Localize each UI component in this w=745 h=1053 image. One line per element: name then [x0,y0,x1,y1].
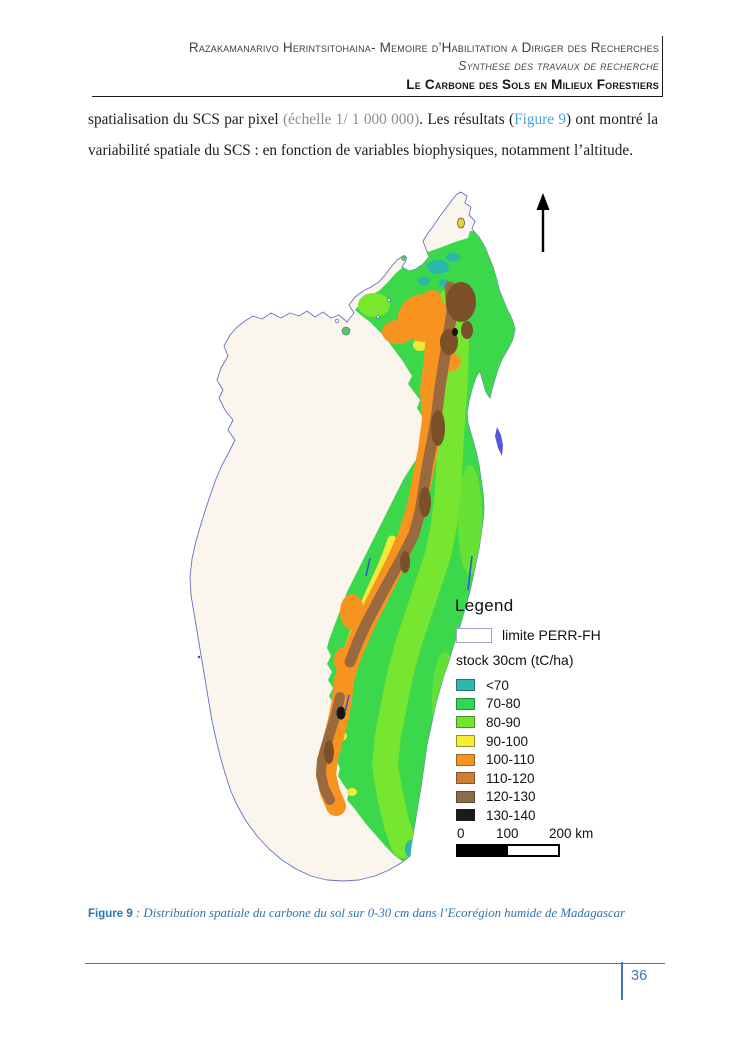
scalebar [456,844,560,857]
legend-class-row: <70 [456,676,536,695]
legend-class-label: 110-120 [486,770,535,786]
footer-rule [85,963,665,964]
body-paragraph: spatialisation du SCS par pixel (échelle… [88,111,658,160]
scalebar-tick: 0 [457,826,465,841]
legend-class-label: 120-130 [486,789,536,805]
legend-boundary-item: limite PERR-FH [456,627,601,643]
legend-class-row: 130-140 [456,806,536,825]
header-series-title: Le Carbone des Sols en Milieux Forestier… [406,77,659,92]
legend-classes: <70 70-80 80-90 90-100 100-110 110-120 120-130… [456,676,536,825]
legend-class-swatch [456,790,475,803]
boundary-label: limite PERR-FH [502,627,601,643]
header-subtitle: Synthese des travaux de recherche [458,59,659,73]
header-vertical-rule [662,36,663,97]
figure-caption-text: Distribution spatiale du carbone du sol … [143,906,626,920]
figure-caption-label: Figure 9 [88,908,133,920]
legend-subtitle: stock 30cm (tC/ha) [456,652,574,668]
legend-class-swatch [456,809,475,822]
legend-class-label: 130-140 [486,807,536,823]
legend-class-swatch [456,697,475,710]
legend-class-row: 100-110 [456,750,536,769]
page-header: Razakamanarivo Herintsitohaina- Memoire … [59,38,659,94]
scalebar-labels: 0 100 200 km [455,826,605,841]
body-text: ) ont montré la [566,111,658,128]
body-text: spatialisation du SCS par pixel [88,111,283,128]
header-author-title: Razakamanarivo Herintsitohaina- Memoire … [188,40,659,55]
footer-vertical-rule [621,962,623,1000]
legend-title: Legend [455,596,514,615]
scale-note: (échelle 1/ 1 000 000) [282,111,420,128]
madagascar-soil-carbon-map [189,191,550,882]
legend-class-swatch [456,735,475,748]
page-number: 36 [631,968,648,984]
legend-class-row: 110-120 [456,769,536,788]
legend-class-row: 90-100 [456,732,536,751]
body-line-2: variabilité spatiale du SCS : en fonctio… [88,142,634,159]
legend-class-row: 120-130 [456,788,536,807]
scalebar-tick: 200 km [549,826,594,841]
figure-caption-separator: : [132,906,144,920]
legend-class-row: 80-90 [456,713,536,732]
boundary-swatch [456,627,492,643]
legend-class-label: 70-80 [486,696,521,712]
legend-class-label: 100-110 [486,752,535,768]
legend-class-label: <70 [486,677,509,693]
north-arrow-icon [536,193,550,252]
legend-class-swatch [456,679,475,692]
scalebar-tick: 100 [496,826,519,841]
figure-caption: Figure 9 : Distribution spatiale du carb… [88,904,688,922]
body-line-1: spatialisation du SCS par pixel (échelle… [88,111,658,129]
islets [197,217,503,659]
legend-class-swatch [456,716,475,729]
legend-class-swatch [456,772,475,785]
figure-9-reference-link[interactable]: Figure 9 [514,111,567,128]
legend-class-label: 90-100 [486,733,529,749]
legend-class-swatch [456,753,475,766]
body-text: . Les résultats ( [419,111,515,128]
scalebar-fill [458,846,508,855]
map-legend: Legend limite PERR-FH stock 30cm (tC/ha)… [455,596,670,857]
header-horizontal-rule [92,96,662,97]
legend-class-label: 80-90 [486,714,521,730]
legend-class-row: 70-80 [456,695,536,714]
